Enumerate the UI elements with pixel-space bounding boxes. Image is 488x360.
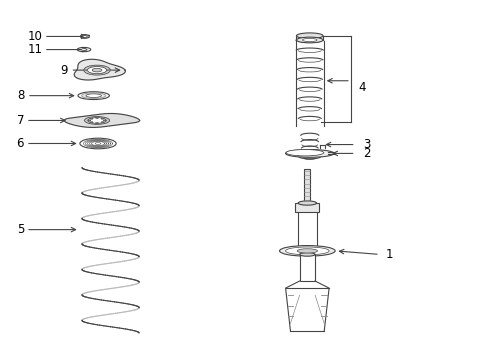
Bar xyxy=(298,203,316,249)
Ellipse shape xyxy=(88,118,106,123)
Ellipse shape xyxy=(86,94,101,98)
Text: 11: 11 xyxy=(27,43,42,56)
Ellipse shape xyxy=(92,68,102,72)
Text: 3: 3 xyxy=(362,138,369,151)
Ellipse shape xyxy=(297,249,317,253)
Ellipse shape xyxy=(83,65,110,75)
Ellipse shape xyxy=(103,120,106,121)
Ellipse shape xyxy=(302,39,316,42)
Ellipse shape xyxy=(88,120,91,121)
Polygon shape xyxy=(64,113,139,127)
Bar xyxy=(295,203,319,212)
Text: 2: 2 xyxy=(362,147,370,160)
Ellipse shape xyxy=(285,149,333,157)
Ellipse shape xyxy=(285,247,328,255)
Ellipse shape xyxy=(81,49,87,50)
Text: 8: 8 xyxy=(18,89,25,102)
Text: 6: 6 xyxy=(17,137,24,150)
Ellipse shape xyxy=(87,67,106,74)
Text: 1: 1 xyxy=(386,248,393,261)
Bar xyxy=(299,255,314,281)
Bar xyxy=(304,169,309,203)
Ellipse shape xyxy=(78,92,109,100)
Text: 9: 9 xyxy=(61,64,68,77)
Ellipse shape xyxy=(101,122,104,123)
Ellipse shape xyxy=(279,246,334,256)
Ellipse shape xyxy=(298,201,316,205)
Ellipse shape xyxy=(81,93,105,99)
Ellipse shape xyxy=(296,33,323,39)
Ellipse shape xyxy=(95,117,98,118)
Ellipse shape xyxy=(299,253,314,256)
Ellipse shape xyxy=(95,143,101,144)
Ellipse shape xyxy=(84,117,109,124)
Ellipse shape xyxy=(82,36,87,37)
Text: 10: 10 xyxy=(27,30,42,43)
Ellipse shape xyxy=(77,48,91,52)
Text: 5: 5 xyxy=(17,223,24,236)
Ellipse shape xyxy=(298,154,320,159)
Ellipse shape xyxy=(101,118,104,119)
Ellipse shape xyxy=(80,138,116,149)
Polygon shape xyxy=(74,59,125,80)
Ellipse shape xyxy=(95,122,98,123)
Ellipse shape xyxy=(90,122,93,123)
Polygon shape xyxy=(81,35,89,39)
Text: 4: 4 xyxy=(357,81,365,94)
Ellipse shape xyxy=(285,149,323,156)
Ellipse shape xyxy=(90,118,93,119)
Ellipse shape xyxy=(296,37,323,43)
Text: 7: 7 xyxy=(17,114,24,127)
